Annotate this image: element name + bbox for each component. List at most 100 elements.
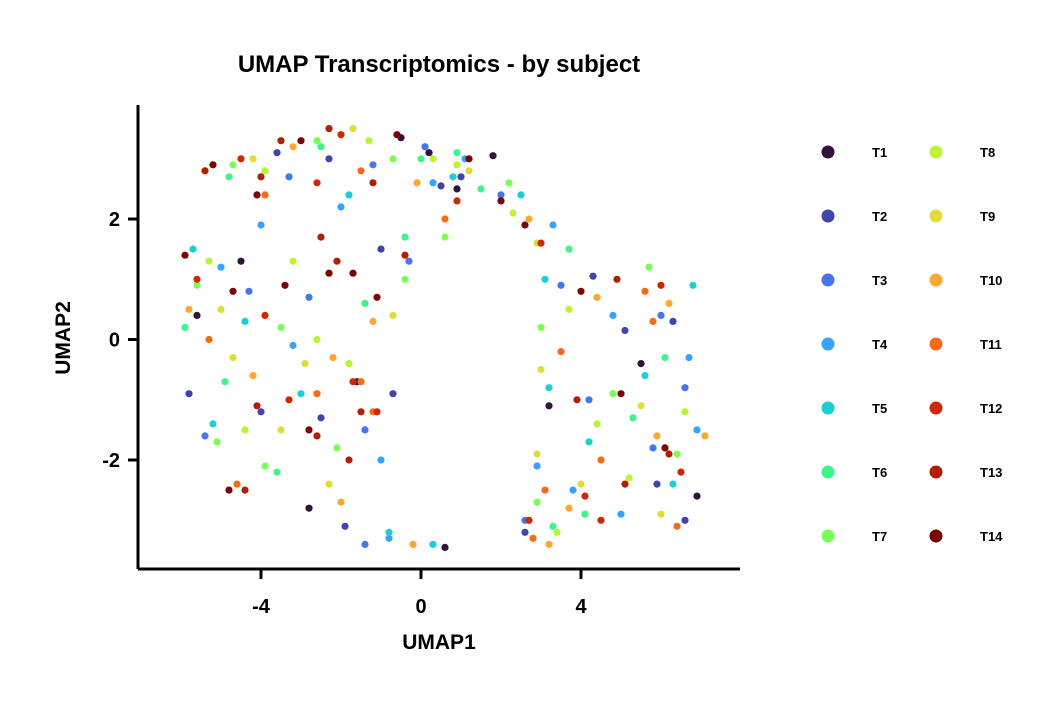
data-point-t8 <box>565 305 573 313</box>
data-point-t13 <box>333 257 341 265</box>
chart-title: UMAP Transcriptomics - by subject <box>238 51 640 78</box>
data-point-t12 <box>597 516 605 524</box>
legend-label-t11: T11 <box>980 337 1002 352</box>
data-point-t14 <box>297 137 305 145</box>
x-tick-label: -4 <box>252 596 271 618</box>
data-point-t10 <box>413 179 421 187</box>
data-point-t2 <box>621 326 629 335</box>
data-point-t11 <box>529 534 537 542</box>
data-point-t7 <box>673 450 681 458</box>
data-point-t13 <box>613 275 621 283</box>
legend-marker-t3 <box>821 273 835 287</box>
data-point-t5 <box>449 173 457 181</box>
data-point-t1 <box>453 185 461 193</box>
data-point-t8 <box>261 167 269 175</box>
data-point-t9 <box>325 480 333 488</box>
data-point-t2 <box>457 173 465 181</box>
data-point-t11 <box>441 215 449 223</box>
data-point-t12 <box>525 516 533 524</box>
data-point-t3 <box>245 287 253 295</box>
data-point-t3 <box>285 173 293 181</box>
data-point-t2 <box>589 272 597 280</box>
data-point-t11 <box>313 390 321 398</box>
data-point-t5 <box>209 420 217 428</box>
data-point-t7 <box>533 498 541 506</box>
data-point-t3 <box>657 311 665 319</box>
data-point-t10 <box>289 143 297 151</box>
data-point-t3 <box>361 426 369 434</box>
data-point-t2 <box>521 528 529 536</box>
data-point-t11 <box>597 456 605 464</box>
data-point-t10 <box>593 293 601 301</box>
data-point-t1 <box>489 152 497 160</box>
data-point-t9 <box>277 426 285 434</box>
legend-marker-t6 <box>821 465 835 479</box>
legend-marker-t14 <box>929 529 943 543</box>
data-point-t12 <box>677 468 685 476</box>
legend-label-t6: T6 <box>872 465 887 480</box>
data-point-t5 <box>585 438 593 446</box>
data-point-t8 <box>345 360 353 368</box>
data-point-t5 <box>429 540 437 549</box>
data-point-t9 <box>249 155 257 163</box>
data-point-t11 <box>673 522 681 530</box>
data-point-t12 <box>453 197 461 205</box>
data-point-t4 <box>385 534 393 542</box>
data-point-t4 <box>609 311 617 319</box>
data-point-t7 <box>193 281 201 289</box>
data-point-t7 <box>389 155 397 163</box>
data-point-t4 <box>569 486 577 494</box>
data-point-t13 <box>253 402 261 410</box>
data-point-t14 <box>225 486 233 494</box>
legend-marker-t10 <box>929 273 943 287</box>
data-point-t4 <box>693 426 701 434</box>
data-point-t9 <box>465 167 473 175</box>
data-point-t11 <box>641 287 649 295</box>
data-point-t3 <box>649 444 657 452</box>
legend-label-t8: T8 <box>980 145 995 160</box>
data-point-t3 <box>369 161 377 169</box>
data-point-t3 <box>305 293 313 301</box>
data-point-t6 <box>453 149 461 157</box>
data-point-t2 <box>681 516 689 524</box>
data-point-t11 <box>357 167 365 175</box>
y-tick-label: 2 <box>109 209 120 231</box>
data-point-t10 <box>665 299 673 307</box>
data-point-t13 <box>313 432 321 440</box>
data-point-t10 <box>565 504 573 512</box>
data-point-t6 <box>661 354 669 362</box>
data-point-t13 <box>325 125 333 133</box>
plot-area: -4 0 4 -2 0 2 <box>102 105 740 618</box>
data-point-t14 <box>281 281 289 289</box>
data-point-t8 <box>681 408 689 416</box>
data-point-t8 <box>429 155 437 163</box>
data-point-t12 <box>285 396 293 404</box>
data-point-t11 <box>541 486 549 494</box>
data-point-t11 <box>557 348 565 356</box>
data-point-t13 <box>621 480 629 488</box>
data-point-t4 <box>549 221 557 229</box>
data-point-t10 <box>525 215 533 223</box>
data-point-t2 <box>317 414 325 422</box>
data-point-t7 <box>333 444 341 452</box>
data-point-t14 <box>305 426 313 434</box>
data-point-t6 <box>273 468 281 476</box>
data-point-t10 <box>337 498 345 506</box>
data-point-t5 <box>689 281 697 289</box>
data-point-t2 <box>377 245 385 253</box>
data-point-t9 <box>349 125 357 133</box>
y-tick-label: -2 <box>102 450 120 472</box>
data-point-t5 <box>385 528 393 536</box>
data-point-t13 <box>257 173 265 181</box>
data-point-t7 <box>277 323 285 331</box>
data-point-t14 <box>521 221 529 229</box>
data-point-t12 <box>193 275 201 283</box>
data-point-t6 <box>225 173 233 181</box>
data-point-t2 <box>185 390 193 398</box>
data-point-t4 <box>685 354 693 362</box>
x-tick-label: 0 <box>415 596 426 618</box>
data-point-t12 <box>657 281 665 289</box>
legend-label-t9: T9 <box>980 209 995 224</box>
data-point-t8 <box>241 426 249 434</box>
data-point-t1 <box>305 504 313 512</box>
